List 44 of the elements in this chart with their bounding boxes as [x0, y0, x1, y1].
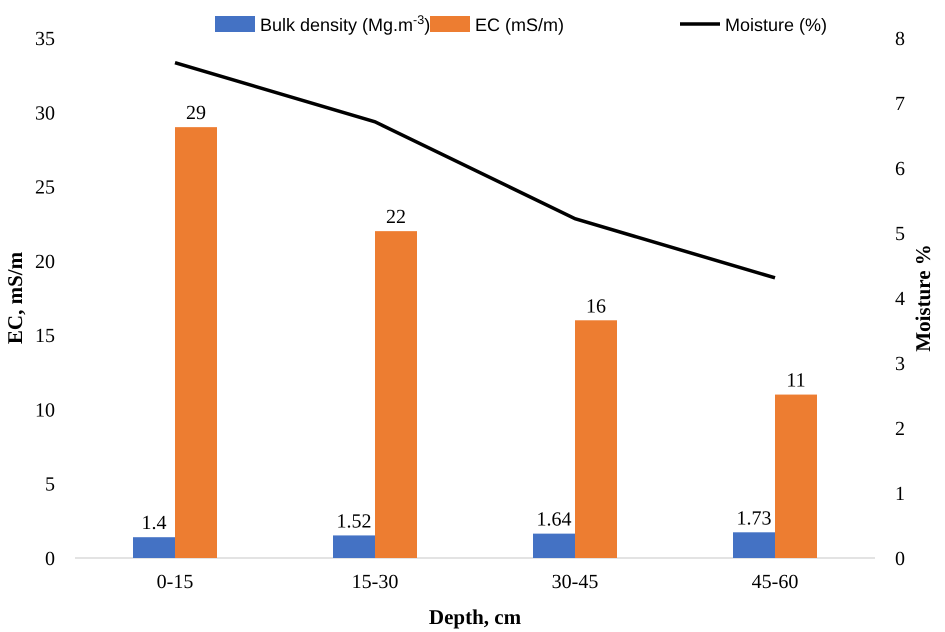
data-label: 1.4 [142, 512, 166, 534]
y-axis-title: EC, mS/m [3, 251, 27, 344]
y-tick-label: 10 [35, 399, 55, 422]
bar [733, 532, 775, 558]
y2-tick-label: 3 [895, 353, 905, 375]
y2-axis-title: Moisture % [911, 244, 935, 352]
data-label: 16 [586, 295, 606, 318]
y2-tick-label: 2 [895, 418, 905, 440]
y2-tick-label: 1 [895, 483, 905, 505]
data-label: 1.64 [536, 508, 572, 531]
bar [333, 535, 375, 558]
x-tick-label: 45-60 [752, 571, 798, 593]
x-tick-label: 30-45 [552, 571, 598, 593]
y-tick-label: 35 [35, 28, 55, 50]
bar [375, 231, 417, 558]
x-tick-label: 0-15 [156, 571, 194, 593]
legend-label: EC (mS/m) [475, 15, 564, 35]
y-tick-label: 25 [35, 176, 55, 199]
y2-tick-label: 6 [895, 158, 905, 180]
y2-tick-label: 5 [895, 223, 905, 245]
legend-label: Bulk density (Mg.m$^{-3}$) [260, 13, 430, 35]
bar [775, 394, 817, 558]
y2-tick-label: 7 [895, 93, 905, 115]
data-label: 1.52 [336, 510, 372, 532]
x-tick-label: 15-30 [352, 571, 398, 593]
y-tick-label: 30 [35, 102, 55, 124]
data-label: 1.73 [736, 507, 772, 530]
bar [533, 534, 575, 558]
y2-tick-label: 0 [895, 548, 905, 570]
bar [133, 537, 175, 558]
bar [575, 320, 617, 558]
y-tick-label: 5 [45, 474, 55, 496]
bar [175, 127, 217, 558]
data-label: 11 [786, 370, 806, 392]
data-label: 29 [186, 102, 206, 124]
legend-label: Moisture (%) [725, 15, 828, 35]
x-axis-title: Depth, cm [428, 605, 522, 629]
line-series [173, 60, 777, 280]
y-tick-label: 0 [45, 548, 55, 570]
y2-tick-label: 4 [895, 288, 905, 310]
y-tick-label: 15 [35, 325, 55, 348]
data-label: 22 [386, 206, 406, 228]
y-tick-label: 20 [35, 250, 55, 273]
y2-tick-label: 8 [895, 28, 905, 50]
